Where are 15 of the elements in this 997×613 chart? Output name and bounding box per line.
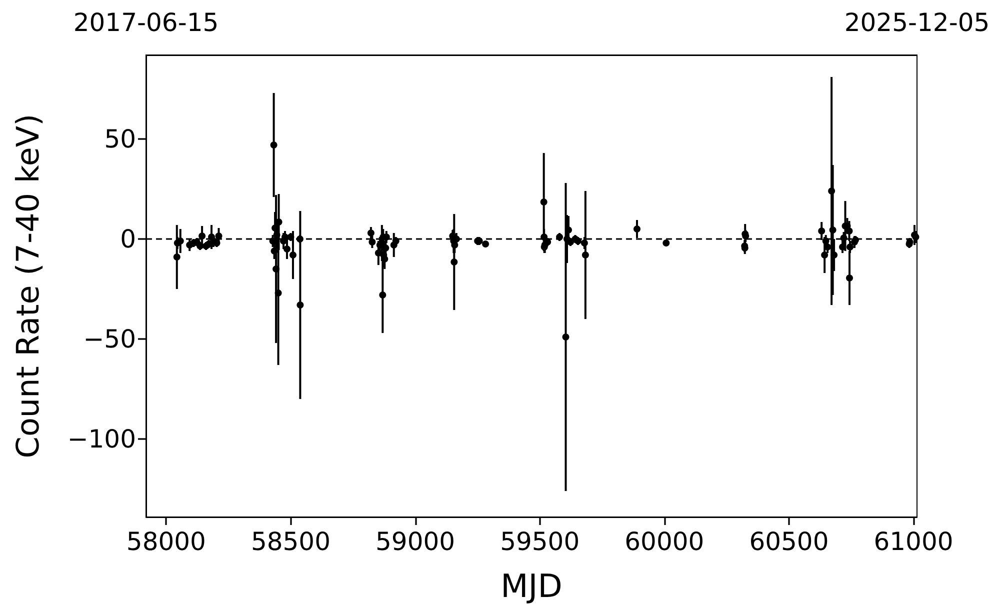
x-axis-title: MJD xyxy=(500,567,562,605)
x2-tick-label: 2017-06-15 xyxy=(73,8,219,37)
y-tick-label: −50 xyxy=(83,324,136,354)
y-axis-title: Count Rate (7-40 keV) xyxy=(10,114,46,458)
x-tick-label: 58500 xyxy=(250,527,330,556)
x-tick-label: 61000 xyxy=(874,527,954,556)
y-tick-label: 50 xyxy=(104,124,136,154)
x-tick-label: 59500 xyxy=(500,527,580,556)
x-tick-label: 58000 xyxy=(126,527,206,556)
y-tick-label: 0 xyxy=(120,224,136,254)
x-tick-label: 60000 xyxy=(624,527,704,556)
y-tick-label: −100 xyxy=(67,424,136,454)
x2-tick-label: 2025-12-05 xyxy=(844,8,990,37)
x-tick-label: 59000 xyxy=(376,527,456,556)
x-tick-label: 60500 xyxy=(749,527,829,556)
